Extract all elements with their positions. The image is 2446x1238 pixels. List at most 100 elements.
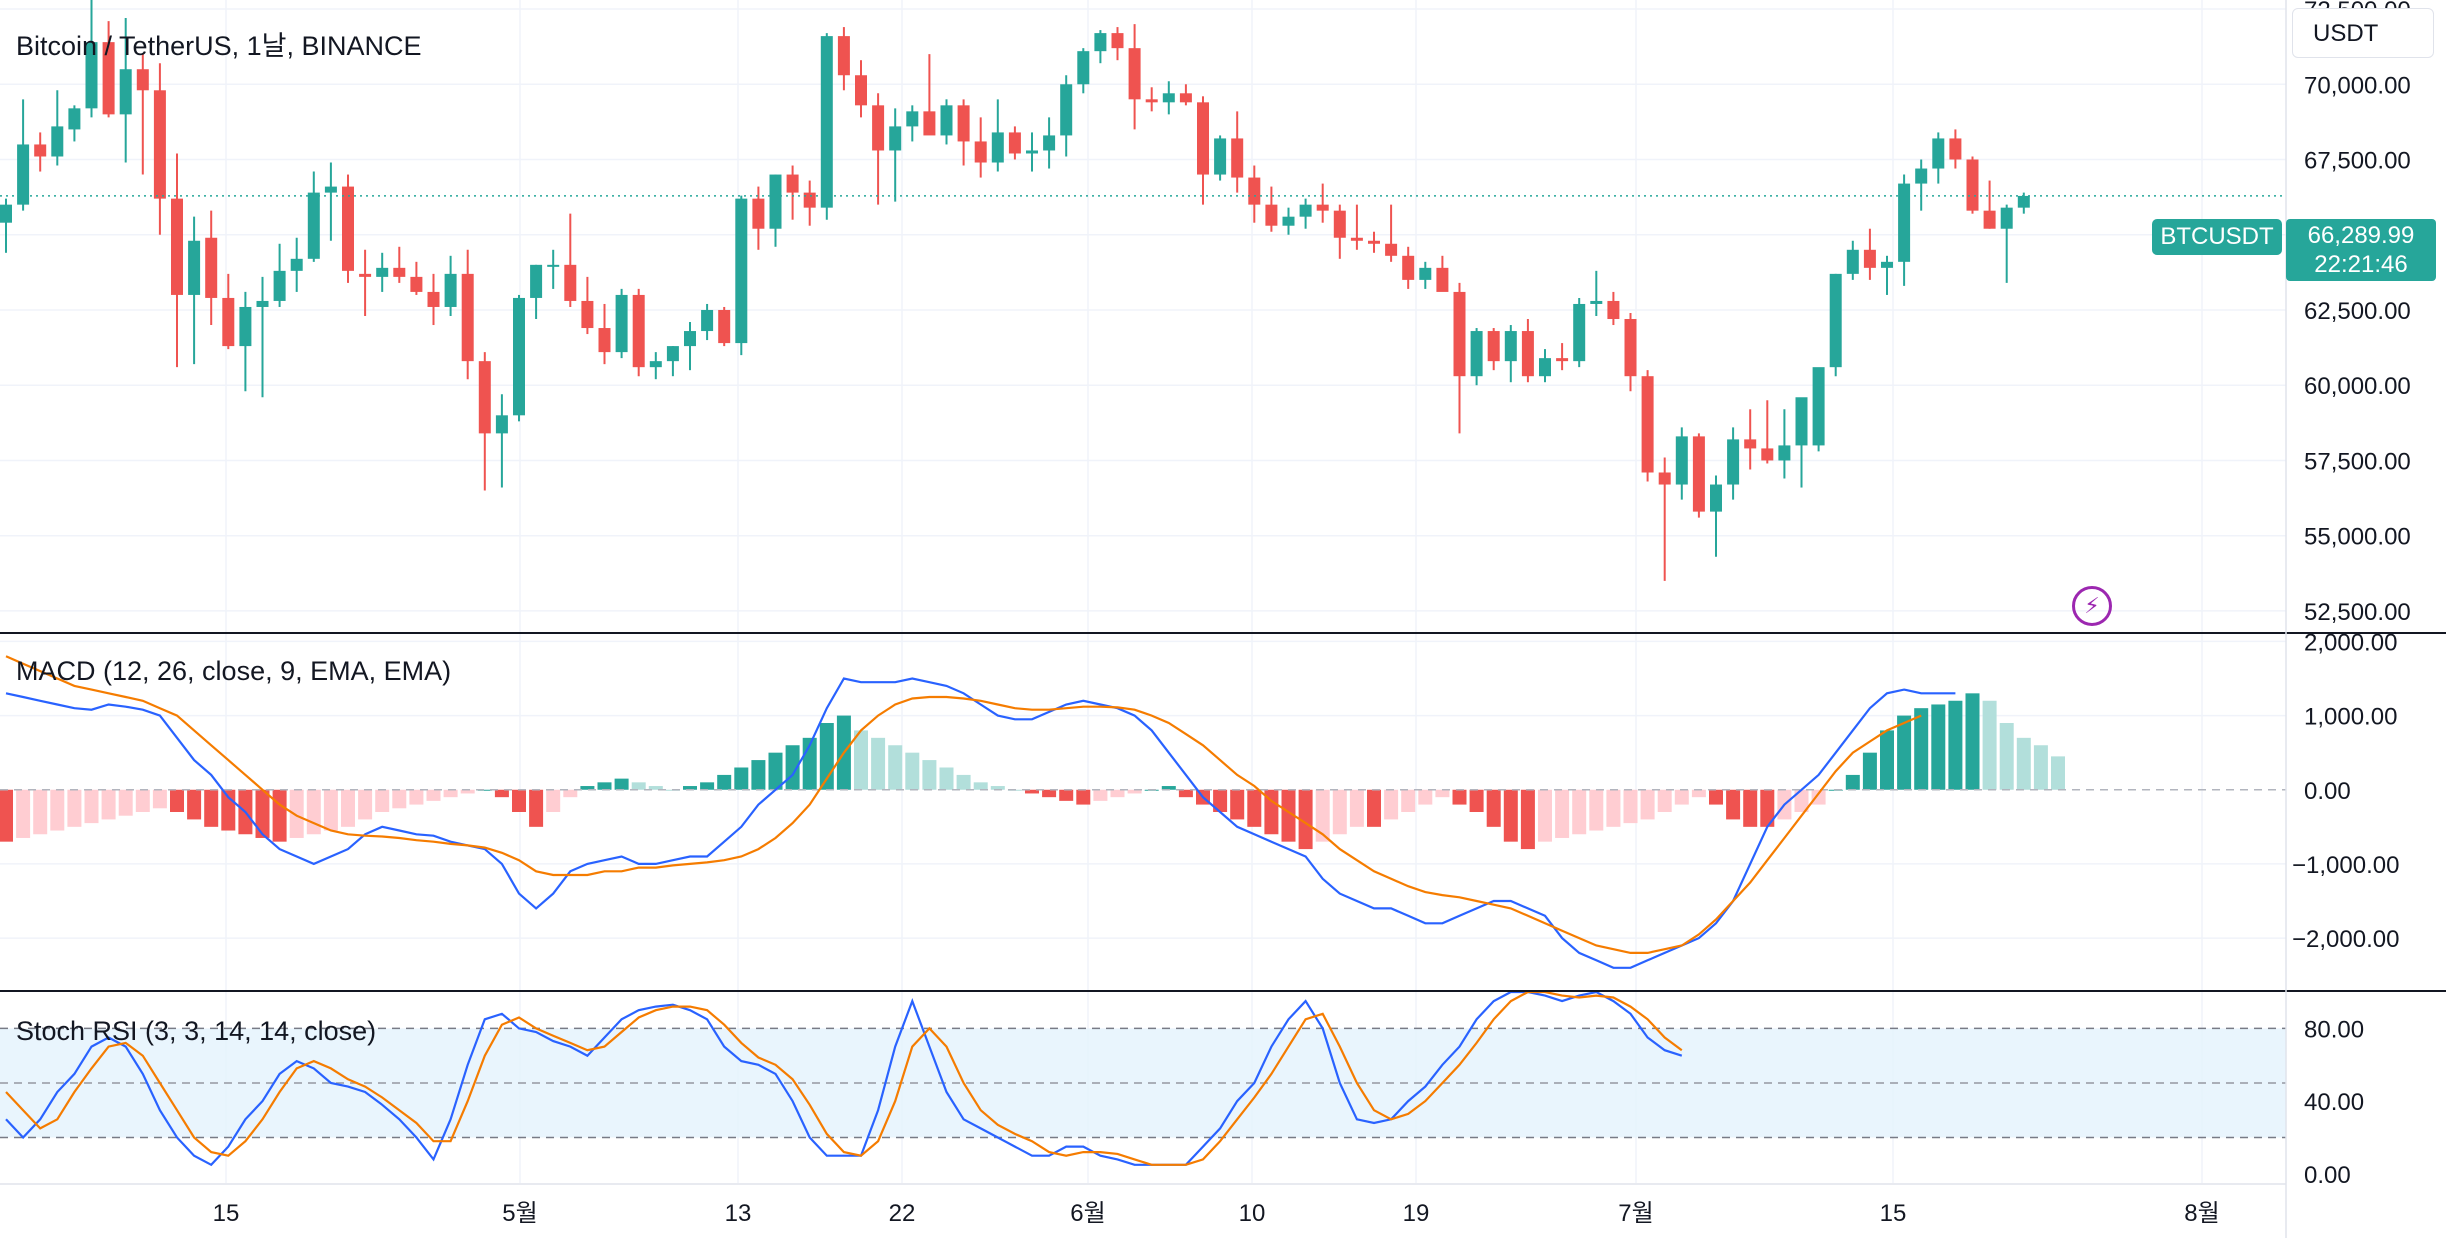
candle-body <box>615 294 628 353</box>
candle-body <box>1197 102 1209 175</box>
macd-histogram-bar <box>16 789 31 838</box>
macd-histogram-bar <box>1161 786 1176 790</box>
macd-histogram-bar <box>0 789 13 842</box>
macd-histogram-bar <box>1709 789 1723 805</box>
macd-histogram-bar <box>597 782 612 790</box>
candle-body <box>1812 367 1825 446</box>
macd-title[interactable]: MACD (12, 26, close, 9, EMA, EMA) <box>16 656 452 686</box>
macd-tick-label: 0.00 <box>2304 778 2351 805</box>
macd-histogram-bar <box>118 789 133 816</box>
last-price-value: 66,289.99 <box>2307 222 2415 249</box>
macd-histogram-bar <box>905 752 920 790</box>
candle-body <box>290 258 303 271</box>
price-axis[interactable]: 72,500.0070,000.0067,500.0062,500.0060,0… <box>2292 0 2411 1189</box>
macd-histogram-bar <box>751 760 766 790</box>
macd-histogram-bar <box>888 745 903 790</box>
price-tick-label: 57,500.00 <box>2304 448 2411 475</box>
candle-body <box>1333 210 1346 238</box>
macd-histogram-bar <box>1435 789 1450 798</box>
macd-histogram-bar <box>854 730 868 790</box>
candle-body <box>1145 99 1158 103</box>
candle-body <box>513 297 525 416</box>
candle-body <box>222 297 235 347</box>
macd-histogram-bar <box>1880 730 1894 790</box>
candle-body <box>940 105 953 136</box>
date-tick-label: 7월 <box>1618 1200 1653 1227</box>
macd-histogram-bar <box>939 767 954 790</box>
macd-tick-label: 1,000.00 <box>2304 704 2397 731</box>
candle-body <box>307 192 320 259</box>
candle-body <box>1316 204 1329 211</box>
stoch-tick-label: 0.00 <box>2304 1162 2351 1189</box>
stoch-rsi-title[interactable]: Stoch RSI (3, 3, 14, 14, close) <box>16 1016 377 1046</box>
candle-body <box>1607 300 1620 320</box>
candle-body <box>1521 331 1534 377</box>
candle-body <box>872 105 885 151</box>
macd-histogram-bar <box>1931 704 1946 790</box>
macd-histogram-bar <box>1999 723 2014 790</box>
candle-body <box>530 264 543 298</box>
bar-countdown: 22:21:46 <box>2314 251 2408 278</box>
macd-histogram-bar <box>409 789 424 805</box>
macd-histogram-bar <box>1862 752 1877 790</box>
candle-body <box>1641 376 1654 473</box>
lightning-bolt-icon[interactable]: ⚡ <box>2072 586 2112 626</box>
candle-body <box>2017 195 2030 208</box>
candle-body <box>1727 439 1740 485</box>
candle-body <box>1778 445 1791 461</box>
candle-body <box>1282 216 1295 226</box>
candle-body <box>632 294 645 368</box>
candle-body <box>666 346 679 362</box>
macd-histogram-bar <box>1384 789 1399 820</box>
macd-histogram-bar <box>1110 789 1125 798</box>
candle-body <box>85 42 98 109</box>
macd-histogram-bar <box>717 774 732 790</box>
candle-body <box>1043 135 1056 151</box>
candle-body <box>1402 255 1415 280</box>
candle-body <box>803 192 816 208</box>
candle-body <box>1556 358 1569 362</box>
candle-body <box>718 309 731 344</box>
macd-histogram-bar <box>1982 700 1997 790</box>
macd-histogram-bar <box>1538 789 1552 842</box>
macd-histogram-bar <box>1845 774 1860 790</box>
candle-body <box>598 328 611 353</box>
candle-body <box>1077 51 1090 85</box>
candle-body <box>1692 436 1705 512</box>
candle-body <box>1881 261 1893 268</box>
symbol-title[interactable]: Bitcoin / TetherUS, 1날, BINANCE <box>16 31 422 61</box>
candle-body <box>752 198 765 229</box>
candle-body <box>1744 439 1757 449</box>
macd-histogram-bar <box>1042 789 1057 798</box>
macd-histogram-bar <box>1093 789 1108 801</box>
stoch-rsi-band <box>0 1027 2286 1139</box>
macd-histogram-bar <box>768 752 783 790</box>
candle-body <box>359 273 372 277</box>
candle-body <box>1487 331 1500 362</box>
macd-histogram-bar <box>187 789 202 820</box>
macd-histogram-bar <box>1589 789 1604 831</box>
candle-body <box>769 174 782 229</box>
candle-body <box>1966 159 1979 211</box>
macd-histogram-bar <box>1674 789 1689 805</box>
candle-body <box>478 361 491 434</box>
candle-body <box>188 240 201 295</box>
macd-histogram-bar <box>477 789 492 791</box>
macd-tick-label: 2,000.00 <box>2304 629 2397 656</box>
time-axis[interactable]: 15 5월 13 22 6월 10 19 7월 15 8월 <box>213 1200 2220 1227</box>
candle-body <box>1350 237 1363 241</box>
macd-histogram <box>0 693 2286 850</box>
macd-histogram-bar <box>2016 737 2031 790</box>
macd-histogram-bar <box>1247 789 1262 827</box>
macd-histogram-bar <box>494 789 509 798</box>
price-tick-label: 52,500.00 <box>2304 599 2411 626</box>
candle-body <box>1231 138 1244 178</box>
macd-histogram-bar <box>1059 789 1074 801</box>
currency-selector[interactable]: USDT <box>2292 8 2434 58</box>
candle-body <box>1898 183 1911 262</box>
macd-histogram-bar <box>1332 789 1347 835</box>
date-tick-label: 19 <box>1403 1200 1430 1227</box>
macd-histogram-bar <box>1025 789 1039 794</box>
candle-body <box>735 198 748 344</box>
